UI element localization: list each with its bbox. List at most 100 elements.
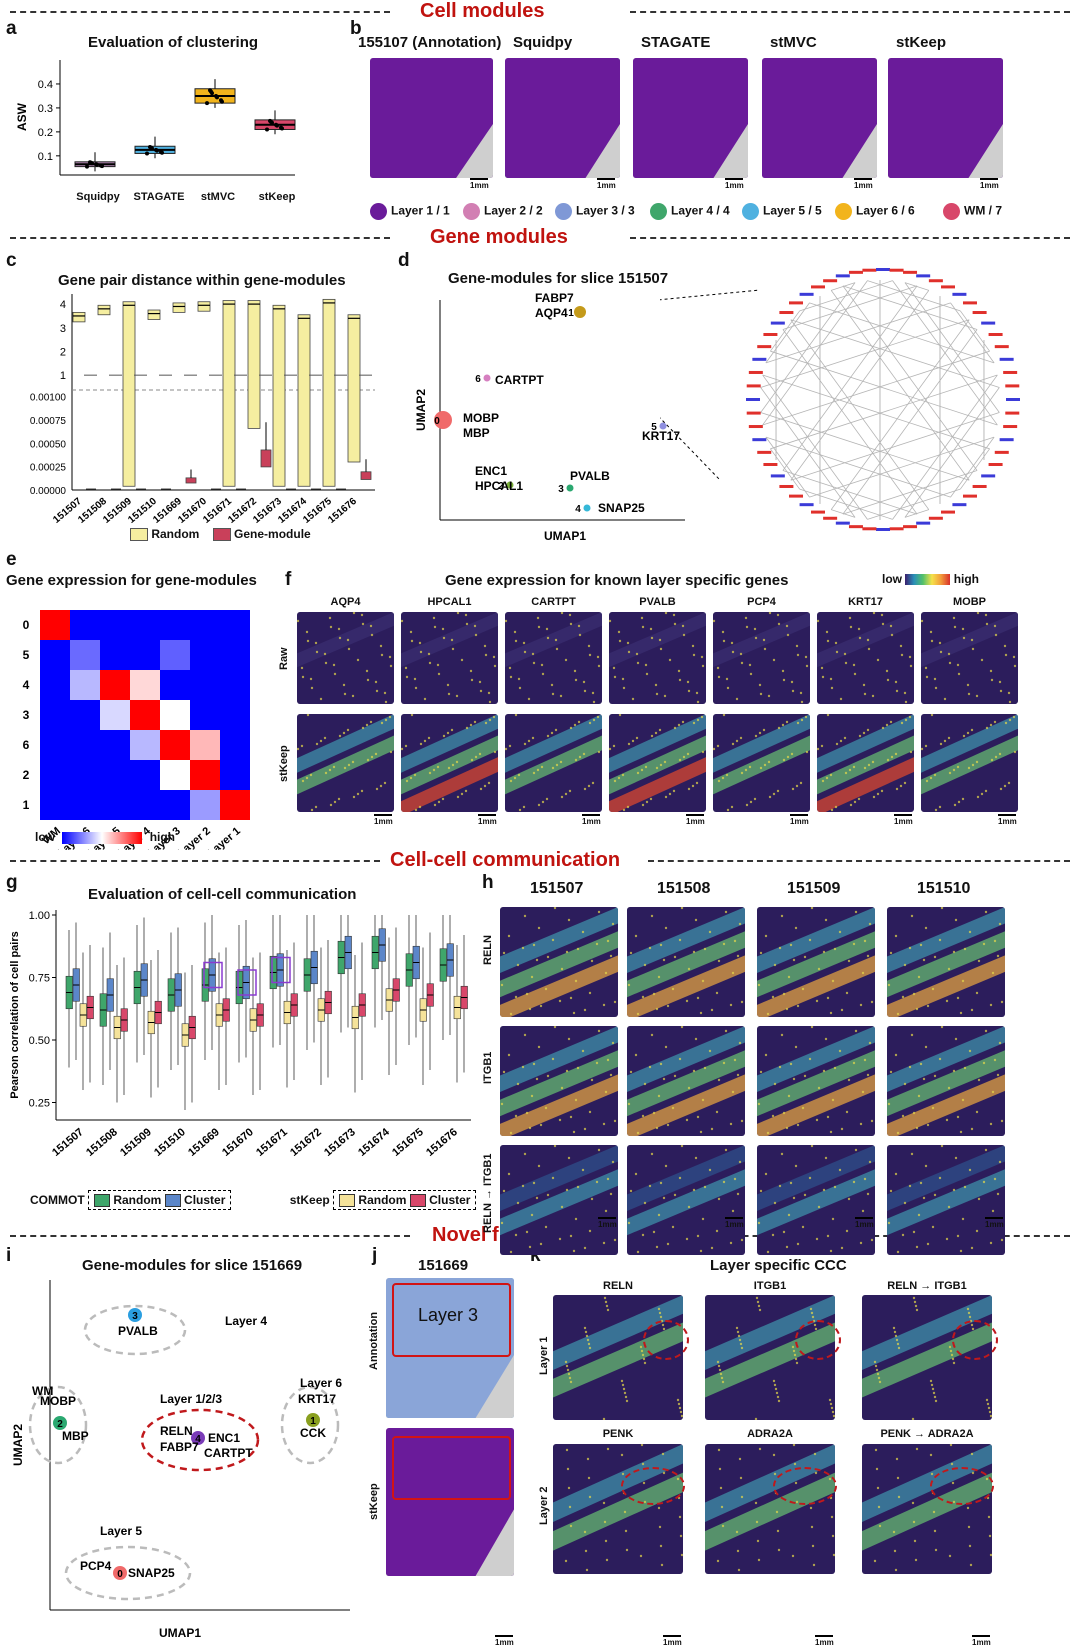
panel-a-xtick: stKeep [258,191,296,203]
scale-bar: 1mm [478,814,497,826]
cluster-id: 4 [195,1434,201,1445]
highlight-circle [621,1467,685,1505]
legend-item: Layer 5 / 5 [742,203,822,220]
panel-g-xtick: 151672 [288,1126,324,1159]
legend-cluster: Cluster [184,1193,226,1207]
panel-b-title: Squidpy [513,34,573,51]
panel-letter-g: g [6,872,18,893]
gene-label: CCK [300,1426,326,1440]
heatmap-cell [160,640,190,670]
cluster-gene-label: HPCAL1 [475,479,523,493]
network-node-label [1006,398,1020,401]
cluster-id: 3 [558,484,564,495]
point [99,163,103,168]
heatmap-cell [160,730,190,760]
scale-bar: 1mm [855,1217,874,1229]
heatmap-cell [160,610,190,640]
panel-g-ytick: 0.50 [29,1035,50,1047]
network-edge [904,282,929,291]
highlight-box [203,961,223,989]
network-edge [959,310,990,352]
heatmap-cell [190,610,220,640]
network-node-label [889,268,904,272]
umap-cluster [574,306,586,318]
gene-label: RELN [160,1424,193,1438]
cluster-id: 6 [475,374,481,385]
tissue-raw-1 [401,612,498,704]
network-node-label [876,528,890,531]
network-edge [790,290,930,481]
network-node-label [903,525,918,529]
scale-bar: 1mm [725,1217,744,1229]
panel-f-gene-label: PVALB [639,596,676,608]
panel-j-row-label: Annotation [368,1311,380,1370]
panel-a-ytick: 0.2 [38,127,53,139]
gene-label: PCP4 [80,1559,112,1573]
network-node-label [981,321,996,325]
section-header-gene-modules: Gene modules [0,226,1080,250]
network-node-label [941,285,955,289]
heatmap-cell [130,700,160,730]
umap-cluster [583,504,591,512]
heatmap-cell [220,670,250,700]
group-layer-label: WM [32,1384,53,1398]
legend-item: WM / 7 [943,203,1002,220]
colorbar-high: high [953,572,980,586]
cluster-id: 4 [575,504,581,515]
scale-bar: 1mm [686,814,705,826]
gene-label: SNAP25 [128,1566,175,1580]
panel-h-col-title: 151508 [657,880,711,897]
section-header-cell-modules: Cell modules [0,0,1080,24]
legend-cluster: Cluster [429,1193,471,1207]
cluster-gene-label: MOBP [463,411,499,425]
legend-label: Layer 4 / 4 [671,203,730,218]
point [159,150,163,154]
heatmap-cell [160,760,190,790]
network-node-label [748,370,763,374]
point [208,88,212,93]
network-node-label [823,516,838,520]
network-node-label [757,345,772,349]
cluster-gene-label: KRT17 [642,429,680,443]
tissue-h-1-1 [627,1026,745,1136]
network-edge [790,319,930,510]
network-node-label [763,333,778,336]
panel-j-row-label: stKeep [368,1483,380,1520]
tissue-k-bottom-1 [705,1444,835,1574]
heatmap-cell [70,610,100,640]
scale-bar: 1mm [470,178,489,190]
group-outline [64,1545,192,1601]
legend-gene-module: Gene-module [234,527,311,541]
cluster-id: 5 [651,422,657,433]
panel-g-xtick: 151669 [186,1126,222,1159]
heatmap-row-label: 4 [23,678,30,692]
heatmap-cell [70,730,100,760]
tissue-h-0-3 [887,907,1005,1017]
tissue-raw-4 [713,612,810,704]
panel-c-ytick: 2 [60,346,66,358]
scale-bar: 1mm [998,814,1017,826]
cluster-id: 1 [568,308,574,319]
network-node-label [862,527,877,531]
legend-label: WM / 7 [964,203,1002,218]
cluster-id: 2 [498,481,504,492]
heatmap-cell [70,640,100,670]
tissue-stkeep-5 [817,714,914,812]
panel-b-title: 155107 (Annotation) [358,34,502,51]
point [268,118,272,123]
heatmap-cell [220,760,250,790]
panel-f-row-label: Raw [278,647,290,670]
panel-f-gene-label: CARTPT [531,596,576,608]
point [279,125,283,130]
network-node-label [770,474,785,478]
heatmap-cell [40,670,70,700]
heatmap-cell [70,790,100,820]
heatmap-cell [220,730,250,760]
network-edge [842,329,978,515]
point [85,164,89,169]
network-edge [799,488,893,520]
panel-f-gene-label: KRT17 [848,596,883,608]
cluster-id: 1 [310,1416,316,1427]
panel-d-title: Gene-modules for slice 151507 [448,270,669,287]
